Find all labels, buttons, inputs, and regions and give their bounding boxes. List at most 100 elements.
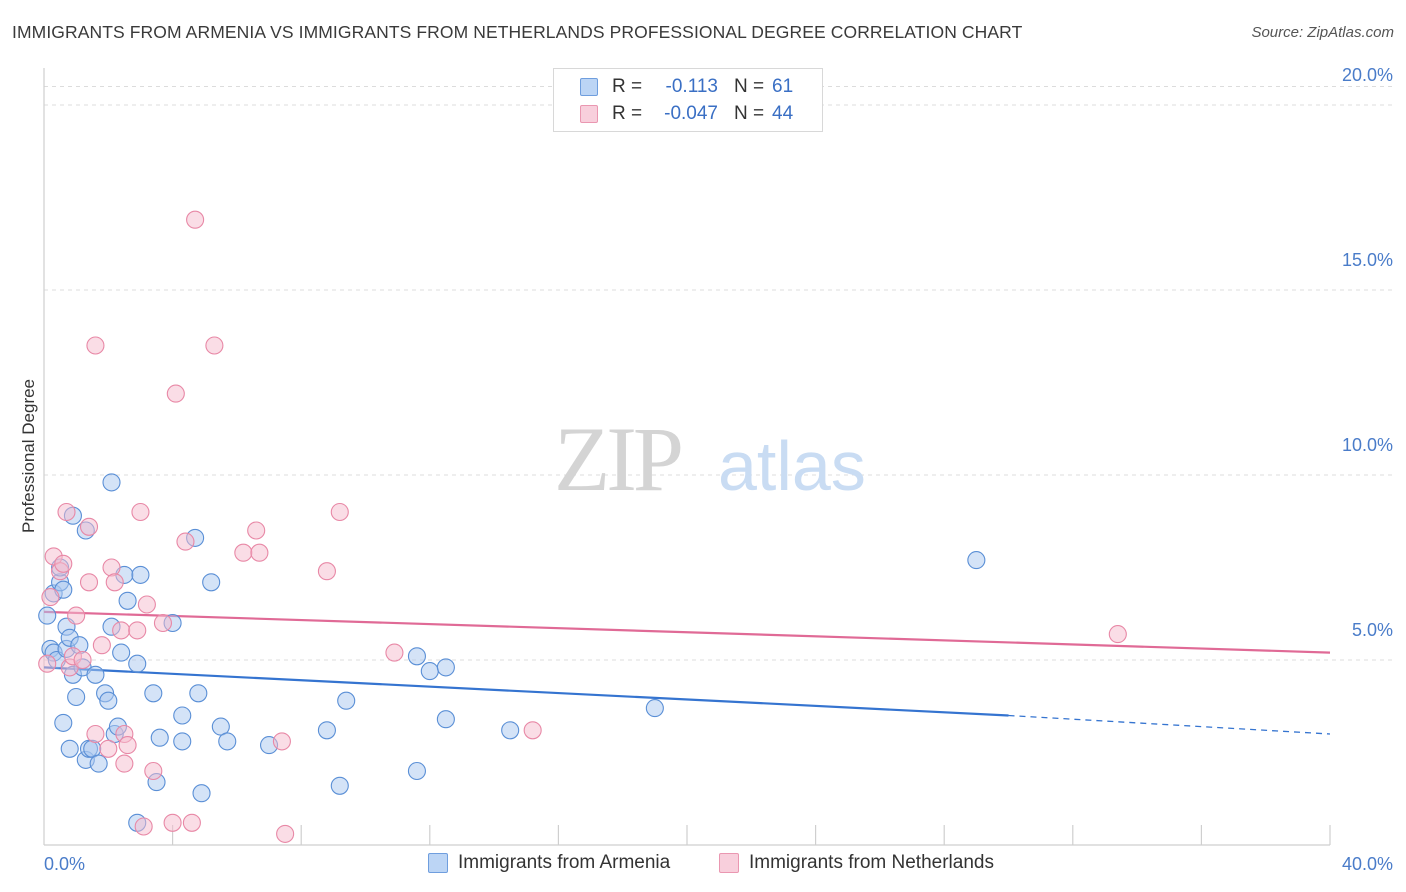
point-netherlands	[118, 736, 137, 755]
point-netherlands	[86, 336, 105, 355]
point-armenia	[99, 691, 118, 710]
point-netherlands	[131, 502, 150, 522]
point-netherlands	[115, 754, 134, 773]
legend-label-netherlands: Immigrants from Netherlands	[749, 852, 994, 873]
y-tick-label: 10.0%	[1342, 435, 1393, 455]
point-netherlands	[385, 643, 404, 662]
point-netherlands	[67, 606, 86, 625]
point-netherlands	[54, 554, 73, 573]
point-netherlands	[250, 543, 269, 562]
point-armenia	[330, 776, 349, 795]
legend-row-netherlands: R = -0.047 N = 44	[554, 101, 822, 127]
point-netherlands	[41, 588, 60, 607]
legend-n-value: 61	[772, 76, 794, 97]
point-netherlands	[102, 558, 121, 577]
legend-r-label: R =	[612, 76, 643, 97]
legend-swatch-blue	[428, 853, 448, 873]
point-armenia	[173, 706, 192, 725]
watermark-zip: ZIP	[554, 408, 681, 510]
point-netherlands	[92, 636, 111, 655]
point-netherlands	[153, 613, 173, 633]
legend-r-value: -0.047	[664, 103, 718, 124]
point-netherlands	[163, 813, 182, 832]
point-armenia	[102, 473, 121, 492]
y-axis-title: Professional Degree	[19, 379, 38, 533]
point-netherlands	[73, 650, 92, 670]
point-netherlands	[86, 724, 105, 744]
trend-line-armenia	[43, 666, 1009, 717]
point-armenia	[89, 754, 108, 773]
trend-extension-armenia	[1008, 714, 1331, 735]
x-tick-label: 40.0%	[1342, 854, 1393, 874]
point-netherlands	[99, 739, 118, 758]
point-armenia	[420, 662, 439, 681]
data-points	[38, 210, 1127, 843]
stats-legend: R = -0.113 N = 61 R = -0.047 N = 44	[553, 68, 823, 132]
legend-row-armenia: R = -0.113 N = 61	[554, 74, 822, 100]
x-tick-label: 0.0%	[44, 854, 85, 874]
trend-lines	[43, 610, 1331, 735]
watermark: ZIP atlas	[554, 408, 866, 510]
legend-label-armenia: Immigrants from Armenia	[458, 852, 671, 873]
point-armenia	[645, 699, 664, 718]
point-armenia	[144, 684, 163, 703]
legend-n-value: 44	[772, 103, 794, 124]
point-netherlands	[182, 813, 201, 832]
point-netherlands	[137, 595, 156, 614]
point-armenia	[501, 721, 520, 740]
point-armenia	[118, 591, 137, 610]
point-netherlands	[205, 336, 224, 355]
point-netherlands	[234, 543, 253, 562]
legend-swatch-blue	[580, 78, 598, 96]
point-armenia	[436, 710, 455, 729]
point-armenia	[337, 691, 356, 710]
grid-lines	[44, 86, 1393, 661]
legend-r-value: -0.113	[665, 76, 718, 97]
source-label: Source: ZipAtlas.com	[1251, 24, 1394, 41]
trend-line-netherlands	[43, 610, 1331, 654]
point-armenia	[54, 713, 73, 732]
point-netherlands	[79, 573, 99, 592]
point-netherlands	[128, 621, 147, 640]
point-armenia	[131, 565, 150, 584]
point-netherlands	[272, 732, 291, 751]
legend-r-label: R =	[612, 103, 643, 124]
point-netherlands	[144, 761, 163, 781]
point-netherlands	[247, 521, 266, 540]
legend-n-label: N =	[734, 76, 765, 97]
point-armenia	[407, 761, 426, 781]
axes	[43, 68, 1331, 846]
point-netherlands	[134, 817, 153, 836]
point-netherlands	[317, 562, 336, 581]
point-armenia	[150, 728, 169, 747]
point-netherlands	[38, 654, 57, 673]
point-netherlands	[105, 573, 124, 592]
point-netherlands	[79, 517, 99, 536]
legend-swatch-pink	[580, 105, 598, 123]
point-netherlands	[1108, 625, 1127, 644]
legend-n-label: N =	[734, 103, 765, 124]
point-netherlands	[166, 384, 185, 403]
y-tick-label: 20.0%	[1342, 65, 1393, 85]
chart-title: IMMIGRANTS FROM ARMENIA VS IMMIGRANTS FR…	[12, 22, 1023, 42]
legend-swatch-pink	[719, 853, 739, 873]
point-armenia	[218, 732, 237, 751]
point-armenia	[112, 643, 131, 662]
point-armenia	[128, 654, 147, 673]
point-netherlands	[112, 621, 131, 640]
point-armenia	[407, 647, 426, 666]
point-armenia	[86, 665, 105, 684]
y-tick-label: 15.0%	[1342, 250, 1393, 270]
point-netherlands	[57, 502, 76, 522]
point-armenia	[67, 687, 86, 707]
point-netherlands	[330, 502, 349, 522]
y-tick-label: 5.0%	[1352, 620, 1393, 640]
point-armenia	[192, 784, 211, 803]
point-armenia	[38, 606, 57, 625]
point-armenia	[436, 658, 455, 677]
point-armenia	[202, 573, 221, 592]
point-netherlands	[523, 721, 542, 740]
point-armenia	[189, 684, 208, 703]
point-netherlands	[186, 210, 205, 229]
